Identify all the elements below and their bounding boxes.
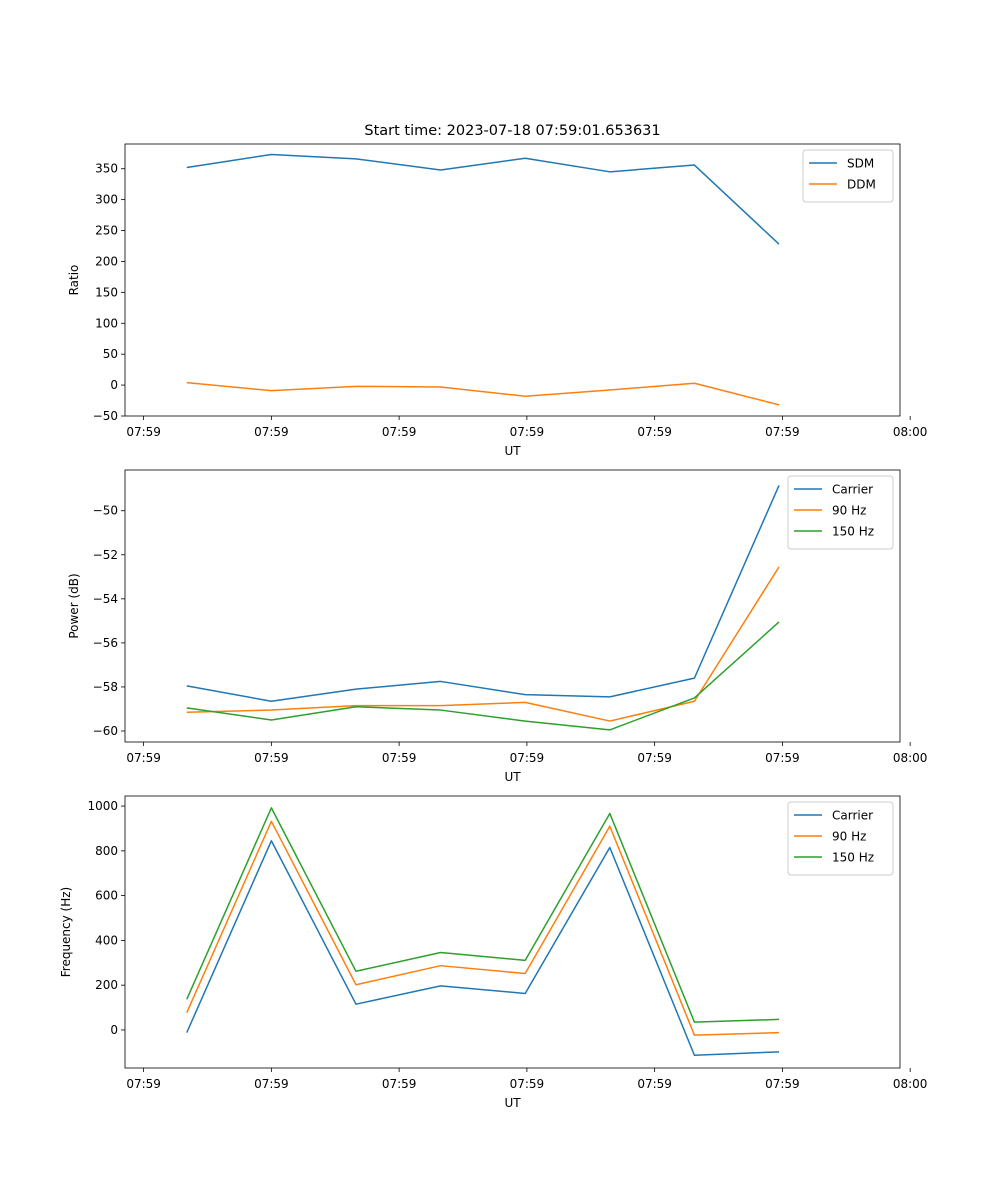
y-tick-label: 400 — [95, 933, 118, 947]
x-tick-label: 07:59 — [254, 751, 289, 765]
x-tick-label: 08:00 — [893, 751, 928, 765]
panel-3: 07:59 07:59 07:59 07:59 07:59 07:59 08:00 0 200 4… — [59, 795, 928, 1110]
y-tick-label: −56 — [93, 636, 118, 650]
legend-label: SDM — [847, 157, 874, 171]
series-line-90-hz — [186, 820, 780, 1036]
series-line-sdm — [186, 153, 780, 245]
series-line-90-hz — [186, 566, 780, 722]
x-tick-label: 07:59 — [254, 1077, 289, 1091]
legend-label: Carrier — [832, 809, 873, 823]
x-tick-label: 07:59 — [126, 425, 161, 439]
y-tick-label: 50 — [103, 347, 118, 361]
y-tick-label: 0 — [110, 378, 118, 392]
y-tick-label: 200 — [95, 254, 118, 268]
x-axis-label: UT — [504, 444, 521, 458]
series-line-carrier — [186, 840, 780, 1056]
y-tick-label: −60 — [93, 724, 118, 738]
y-axis-label: Power (dB) — [67, 573, 81, 638]
y-tick-label: 0 — [110, 1023, 118, 1037]
y-tick-label: 100 — [95, 316, 118, 330]
series-line-ddm — [186, 381, 780, 406]
x-axis-label: UT — [504, 770, 521, 784]
y-tick-label: 200 — [95, 978, 118, 992]
x-tick-label: 07:59 — [765, 1077, 800, 1091]
axes-frame — [124, 469, 901, 743]
legend: Carrier 90 Hz 150 Hz — [787, 475, 894, 550]
x-tick-label: 07:59 — [382, 751, 417, 765]
chart-title: Start time: 2023-07-18 07:59:01.653631 — [364, 123, 660, 139]
y-tick-label: 150 — [95, 285, 118, 299]
legend-label: 90 Hz — [832, 830, 866, 844]
x-tick-label: 07:59 — [382, 1077, 417, 1091]
y-axis-label: Ratio — [67, 265, 81, 296]
series-line-150-hz — [186, 621, 780, 731]
series-line-150-hz — [186, 807, 780, 1023]
x-tick-label: 07:59 — [382, 425, 417, 439]
axes-frame — [124, 795, 901, 1069]
y-tick-label: −52 — [93, 548, 118, 562]
panel-2: 07:59 07:59 07:59 07:59 07:59 07:59 08:00 −60 −5… — [67, 469, 928, 784]
x-tick-label: 07:59 — [126, 751, 161, 765]
x-axis-label: UT — [504, 1096, 521, 1110]
series-line-carrier — [186, 485, 780, 703]
legend-label: 90 Hz — [832, 504, 866, 518]
legend-label: 150 Hz — [832, 525, 874, 539]
x-tick-label: 07:59 — [637, 751, 672, 765]
y-tick-label: −50 — [93, 504, 118, 518]
y-tick-label: 600 — [95, 889, 118, 903]
x-tick-label: 08:00 — [893, 425, 928, 439]
y-tick-label: −50 — [93, 409, 118, 423]
x-tick-label: 07:59 — [510, 751, 545, 765]
x-tick-label: 07:59 — [765, 751, 800, 765]
x-tick-label: 07:59 — [637, 425, 672, 439]
y-tick-label: 250 — [95, 224, 118, 238]
x-tick-label: 07:59 — [637, 1077, 672, 1091]
x-tick-label: 07:59 — [510, 425, 545, 439]
legend: SDM DDM — [802, 149, 894, 203]
axes-frame — [124, 143, 901, 417]
y-tick-label: 1000 — [87, 799, 118, 813]
y-tick-label: 800 — [95, 844, 118, 858]
legend-label: 150 Hz — [832, 851, 874, 865]
panel-1: 07:59 07:59 07:59 07:59 07:59 07:59 08:00 −50 0 5… — [67, 143, 928, 458]
y-tick-label: −58 — [93, 680, 118, 694]
y-tick-label: −54 — [93, 592, 118, 606]
x-tick-label: 07:59 — [254, 425, 289, 439]
x-tick-label: 07:59 — [765, 425, 800, 439]
y-tick-label: 350 — [95, 162, 118, 176]
x-tick-label: 07:59 — [510, 1077, 545, 1091]
x-tick-label: 08:00 — [893, 1077, 928, 1091]
legend: Carrier 90 Hz 150 Hz — [787, 801, 894, 876]
legend-label: Carrier — [832, 483, 873, 497]
legend-label: DDM — [847, 178, 876, 192]
y-tick-label: 300 — [95, 193, 118, 207]
x-tick-label: 07:59 — [126, 1077, 161, 1091]
y-axis-label: Frequency (Hz) — [59, 887, 73, 978]
